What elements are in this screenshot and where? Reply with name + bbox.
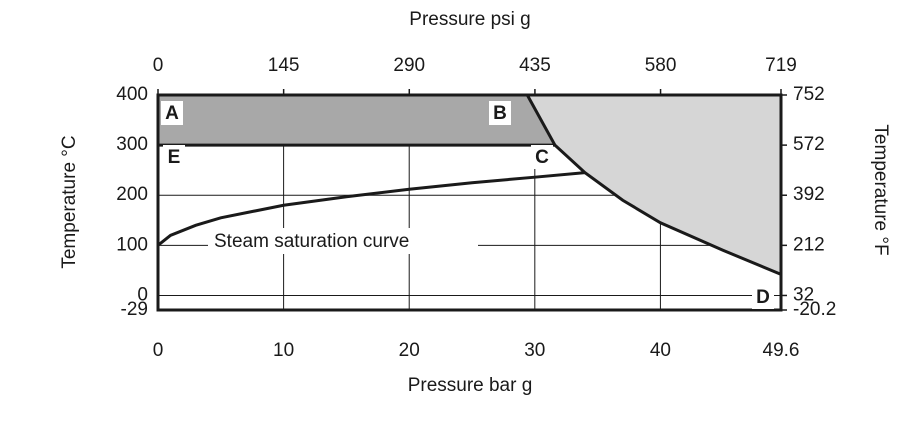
point-label: C [535,147,549,168]
point-label-bg [489,101,511,125]
plot-frame [156,93,783,312]
y2-tick-label: 572 [793,134,825,155]
x-tick-label: 30 [524,340,545,361]
x-tick-label: 40 [650,340,671,361]
y2-tick-label: 212 [793,234,825,255]
x-tick-label: 20 [399,340,420,361]
y-tick-label: 0 [137,284,148,305]
point-label: B [493,103,507,124]
y-tick-label: 100 [116,234,148,255]
y2-tick-label: 752 [793,84,825,105]
y-tick-label: 200 [116,184,148,205]
point-label-bg [531,145,553,169]
y2-tick-label: -20.2 [793,299,836,320]
y-axis-title: Temperature °C [59,135,80,268]
point-label-bg [163,145,185,169]
top-axis-title: Pressure psi g [409,9,530,30]
y-tick-label: -29 [121,299,148,320]
x2-tick-label: 145 [268,55,300,76]
annotation-bg [208,228,478,254]
x2-tick-label: 435 [519,55,551,76]
x2-tick-label: 0 [153,55,164,76]
x-tick-label: 0 [153,340,164,361]
x-tick-label: 10 [273,340,294,361]
y2-tick-label: 392 [793,184,825,205]
y-tick-label: 400 [116,84,148,105]
x2-tick-label: 719 [765,55,797,76]
y2-axis-title: Temperature °F [870,124,891,255]
point-label: D [756,287,770,308]
point-label: E [168,147,181,168]
limit-region [527,95,781,275]
curve [157,171,586,247]
curve-label: Steam saturation curve [214,231,409,252]
x2-tick-label: 290 [393,55,425,76]
point-label: A [165,103,179,124]
x-tick-label: 49.6 [763,340,800,361]
rated-band [158,95,555,146]
y2-tick-label: 32 [793,284,814,305]
point-label-bg [161,101,183,125]
y-tick-label: 300 [116,134,148,155]
x-axis-title: Pressure bar g [408,375,533,396]
curve [525,94,782,276]
x2-tick-label: 580 [645,55,677,76]
point-label-bg [752,285,774,309]
